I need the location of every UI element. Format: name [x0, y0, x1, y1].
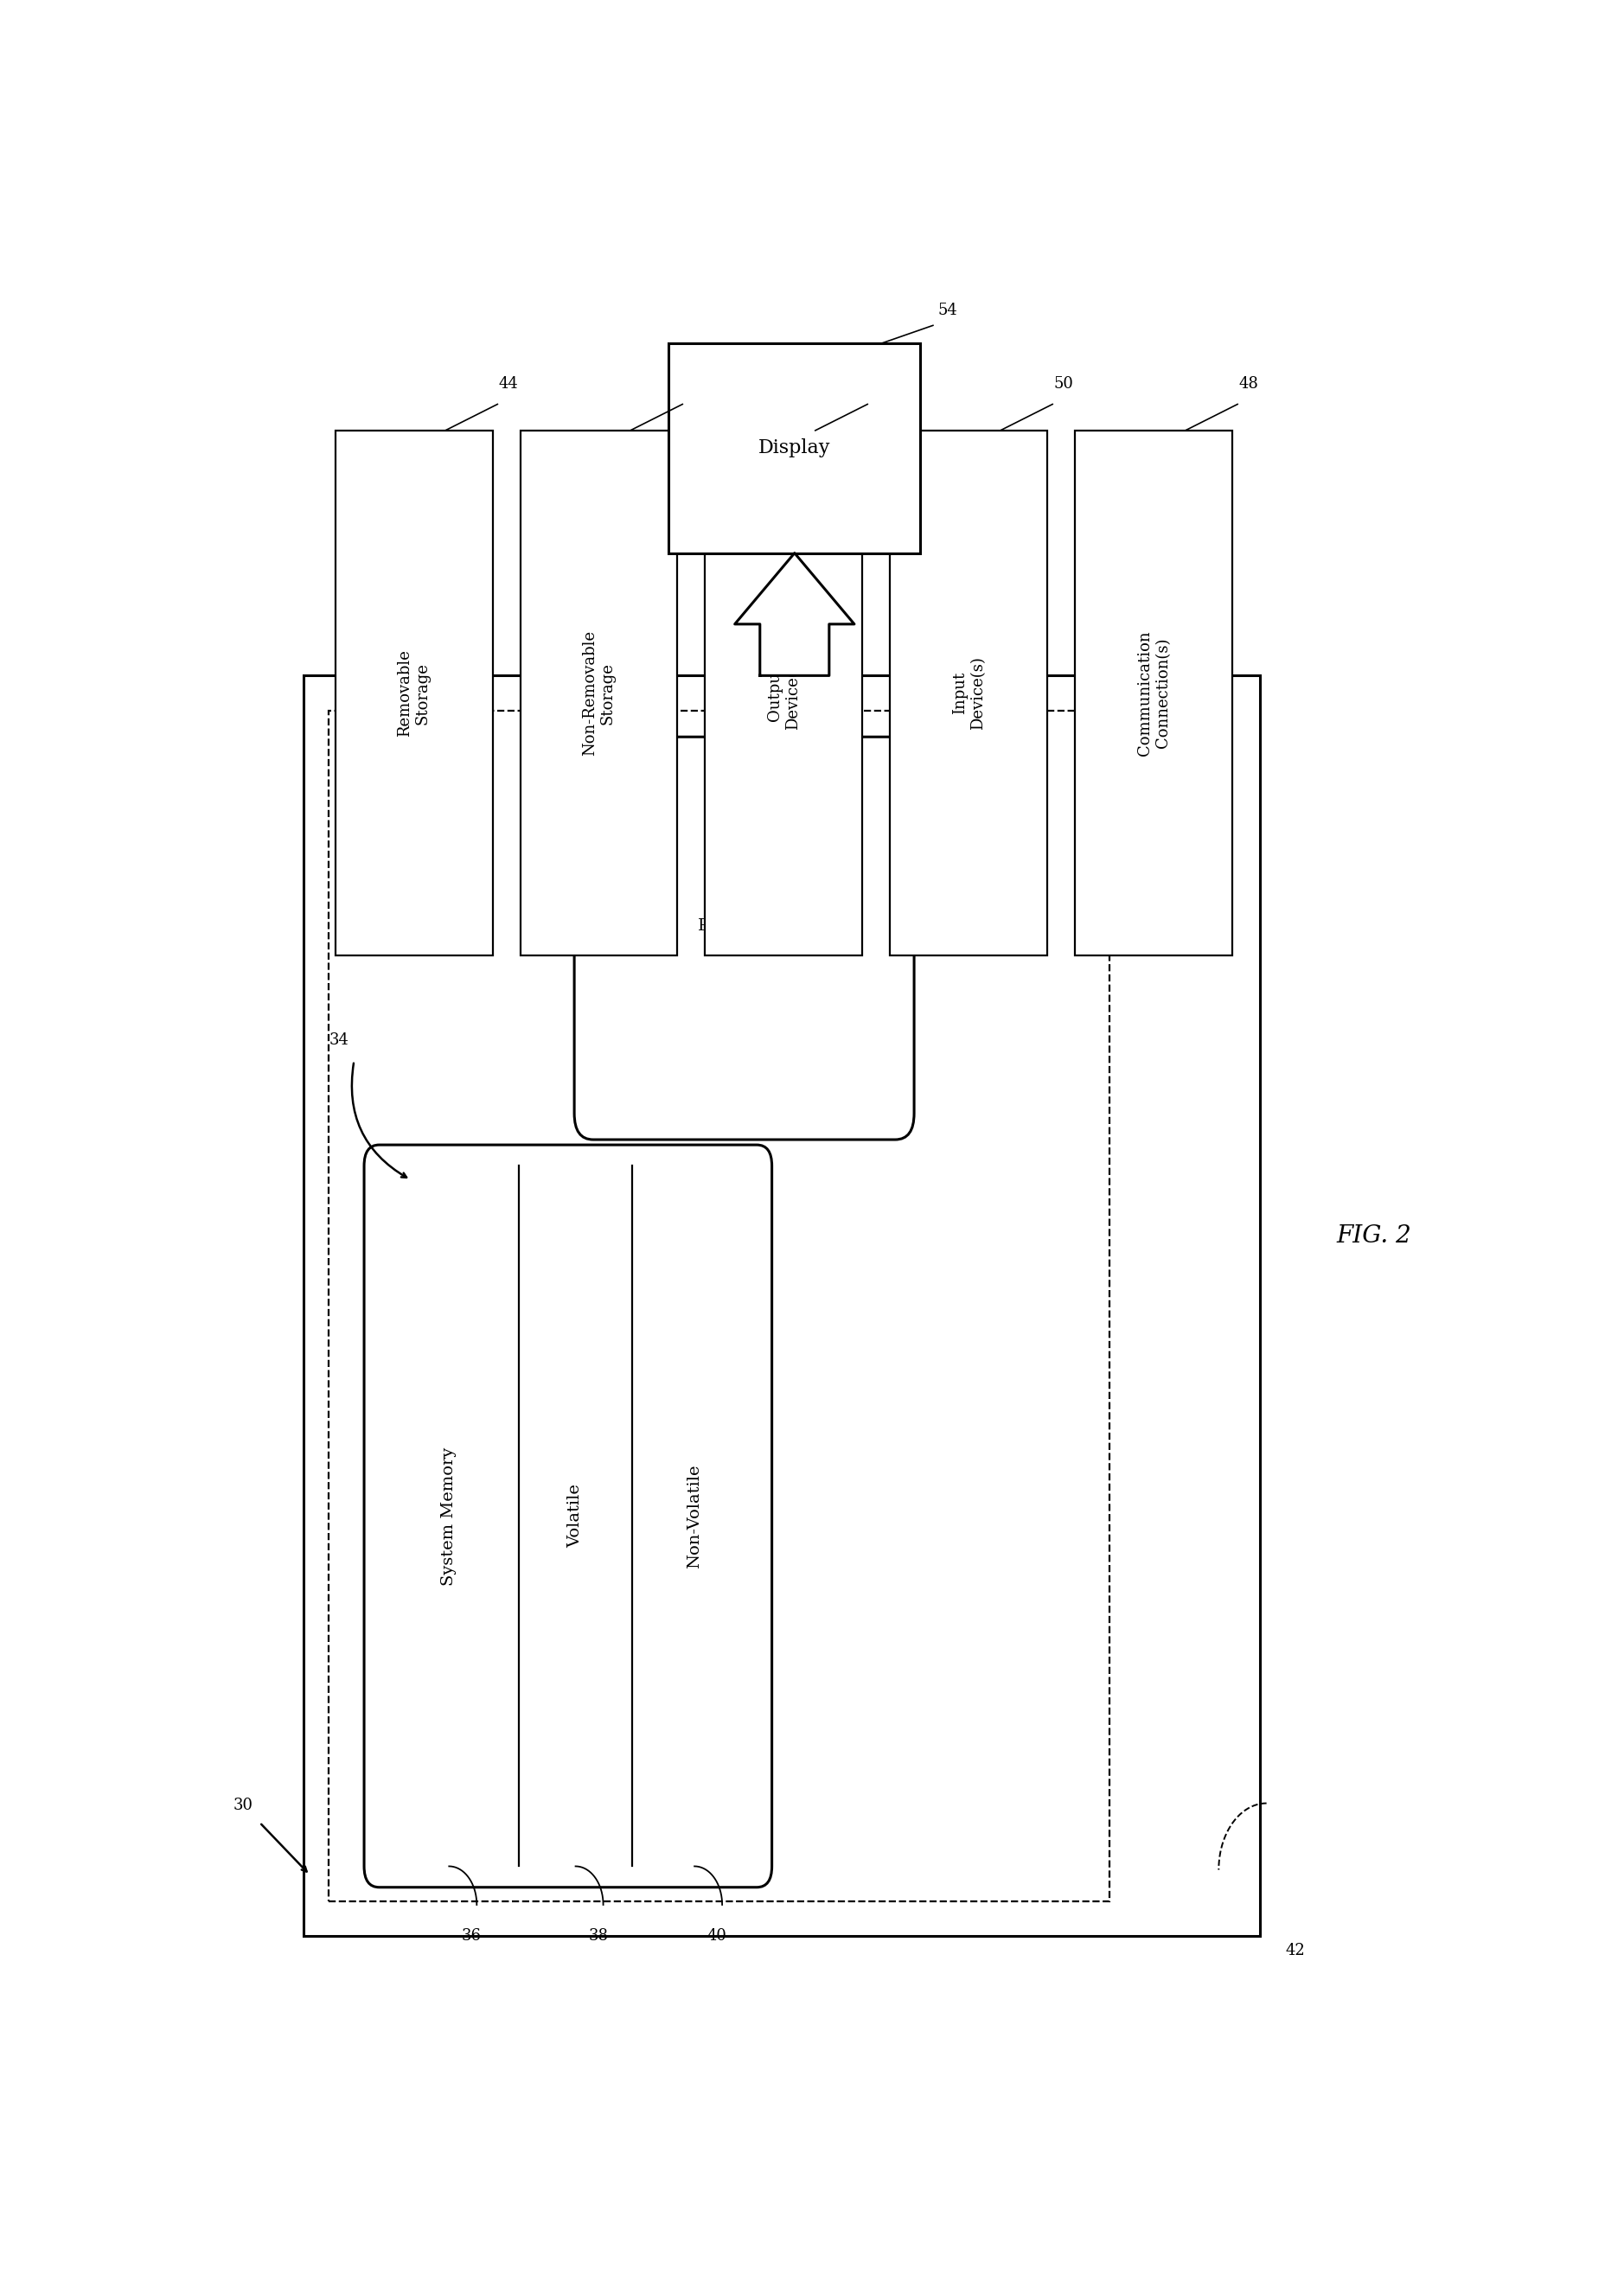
FancyBboxPatch shape — [364, 1144, 771, 1887]
Text: 40: 40 — [706, 1928, 728, 1944]
Text: FIG. 2: FIG. 2 — [1337, 1223, 1411, 1248]
FancyBboxPatch shape — [330, 709, 1109, 1901]
Text: System Memory: System Memory — [442, 1446, 456, 1585]
FancyBboxPatch shape — [304, 675, 1260, 1937]
FancyBboxPatch shape — [705, 430, 862, 955]
Text: 52: 52 — [869, 377, 888, 391]
Text: Removable
Storage: Removable Storage — [396, 650, 430, 737]
FancyBboxPatch shape — [520, 430, 677, 955]
Text: Input
Device(s): Input Device(s) — [952, 657, 986, 730]
Polygon shape — [734, 553, 854, 675]
FancyBboxPatch shape — [890, 430, 1047, 955]
Text: 38: 38 — [588, 1928, 607, 1944]
Text: Volatile: Volatile — [568, 1485, 583, 1549]
Text: Display: Display — [758, 439, 830, 457]
Text: Communication
Connection(s): Communication Connection(s) — [1137, 630, 1171, 755]
Text: 46: 46 — [684, 377, 703, 391]
Text: Non-Volatile: Non-Volatile — [687, 1464, 702, 1569]
Text: 34: 34 — [330, 1032, 349, 1048]
FancyBboxPatch shape — [335, 430, 492, 955]
Text: Output
Device(s): Output Device(s) — [767, 657, 801, 730]
Text: Non-Removable
Storage: Non-Removable Storage — [581, 630, 615, 755]
Text: Processing
Unit: Processing Unit — [697, 919, 791, 960]
Text: 36: 36 — [461, 1928, 482, 1944]
Text: 42: 42 — [1286, 1942, 1306, 1958]
Text: 50: 50 — [1054, 377, 1073, 391]
Text: 48: 48 — [1239, 377, 1259, 391]
Text: 44: 44 — [499, 377, 518, 391]
FancyBboxPatch shape — [669, 343, 921, 553]
Text: 32: 32 — [555, 637, 575, 653]
FancyBboxPatch shape — [575, 737, 914, 1139]
Text: 30: 30 — [234, 1796, 253, 1812]
Text: 54: 54 — [939, 302, 958, 318]
FancyBboxPatch shape — [1075, 430, 1233, 955]
